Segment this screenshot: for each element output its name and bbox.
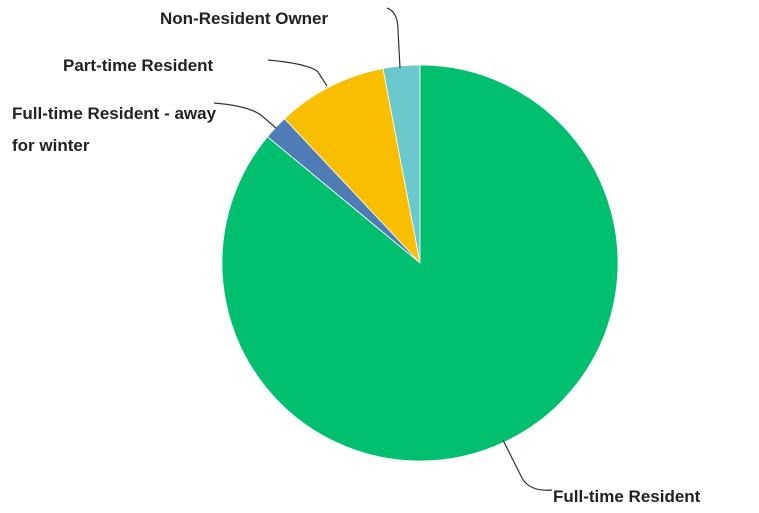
leader-line — [386, 7, 401, 69]
leader-line — [502, 439, 553, 491]
pie-slice — [283, 68, 421, 265]
slice-label: Part-time Resident — [63, 56, 214, 75]
slice-label: Full-time Resident - away for winter — [12, 104, 217, 155]
leader-line — [213, 102, 277, 129]
leader-line — [267, 59, 328, 87]
slice-label: Non-Resident Owner — [160, 9, 329, 28]
slice-label: Full-time Resident — [553, 487, 701, 506]
